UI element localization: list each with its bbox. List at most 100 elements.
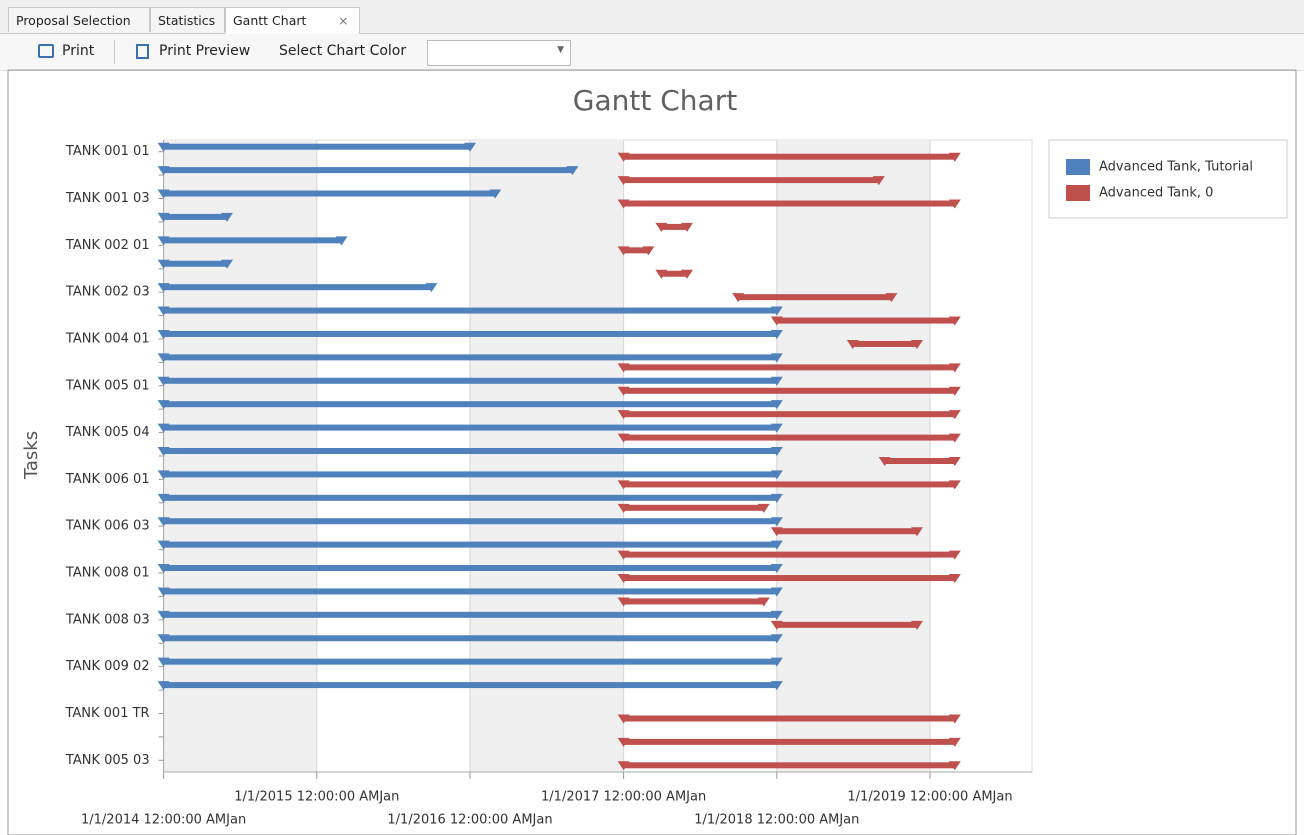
gantt-bar [623, 715, 955, 722]
gantt-bar [163, 471, 777, 478]
gantt-bar [163, 260, 227, 267]
bar-end-marker [157, 212, 170, 222]
bar-end-marker [617, 433, 630, 443]
bar-end-marker [157, 189, 170, 199]
color-combobox[interactable]: ▼ [427, 40, 571, 66]
bar-end-marker [770, 517, 783, 527]
gantt-bar [623, 481, 955, 488]
bar-end-marker [157, 540, 170, 550]
bar-end-marker [948, 457, 961, 466]
bar-end-marker [157, 470, 170, 480]
bar-end-marker [157, 681, 170, 691]
y-tick-label: TANK 004 01 [65, 331, 150, 346]
bar-end-marker [157, 423, 170, 433]
gantt-bar [623, 762, 955, 769]
gantt-bar [623, 504, 764, 511]
bar-end-marker [770, 400, 783, 410]
bar-end-marker [948, 363, 961, 373]
bar-end-marker [770, 423, 783, 433]
gantt-bar [776, 528, 917, 535]
bar-end-marker [617, 597, 630, 607]
bar-end-marker [846, 339, 859, 349]
tab[interactable]: Proposal Selection [8, 7, 150, 32]
bar-end-marker [655, 222, 668, 232]
gantt-bar [661, 223, 687, 230]
dropdown-arrow[interactable]: ▼ [557, 45, 564, 55]
gantt-bar [163, 635, 777, 642]
bar-end-marker [770, 564, 783, 574]
x-tick-label: 1/1/2018 12:00:00 AMJan [694, 813, 859, 828]
bar-end-marker [948, 316, 961, 326]
gantt-bar [163, 167, 573, 174]
y-tick-label: TANK 002 01 [65, 238, 150, 253]
gantt-bar [163, 588, 777, 595]
bar-end-marker [157, 166, 170, 176]
x-tick-label: 1/1/2016 12:00:00 AMJan [387, 813, 552, 828]
y-tick-label: TANK 009 02 [65, 659, 150, 674]
y-tick-label: TANK 008 01 [65, 566, 150, 581]
tab-active[interactable]: Gantt Chart × [225, 7, 360, 34]
bar-end-marker [948, 550, 961, 560]
bar-end-marker [948, 714, 961, 724]
bar-end-marker [617, 550, 630, 560]
bar-end-marker [157, 587, 170, 597]
gantt-bar [163, 213, 227, 220]
color-label: Select Chart Color [279, 43, 407, 59]
gantt-bar [163, 494, 777, 501]
bar-end-marker [220, 259, 233, 269]
gantt-bar [163, 330, 777, 337]
gantt-bar [163, 448, 777, 454]
print-preview-button[interactable]: Print Preview [159, 43, 251, 59]
gantt-bar [163, 682, 777, 689]
gantt-bar [163, 424, 777, 431]
bar-end-marker [948, 480, 961, 490]
gantt-bar [163, 611, 777, 618]
gantt-bar [852, 340, 917, 347]
close-icon[interactable]: × [338, 13, 349, 28]
bar-end-marker [617, 761, 630, 771]
bar-end-marker [566, 166, 579, 176]
bar-end-marker [157, 517, 170, 527]
bar-end-marker [642, 246, 655, 256]
interlace-band [469, 140, 624, 772]
bar-end-marker [157, 634, 170, 644]
print-button[interactable]: Print [62, 43, 95, 59]
y-tick-label: TANK 006 03 [65, 519, 150, 534]
print-icon [38, 44, 54, 58]
toolbar: Print Print Preview Select Chart Color [0, 34, 1304, 71]
tab-bar: Proposal Selection Statistics Gantt Char… [0, 0, 1304, 34]
x-tick-label: 1/1/2019 12:00:00 AMJan [847, 790, 1012, 805]
bar-end-marker [770, 376, 783, 386]
y-axis-label: Tasks [21, 431, 42, 480]
bar-end-marker [770, 316, 783, 326]
gantt-bar [163, 284, 432, 291]
bar-end-marker [335, 236, 348, 246]
gantt-bar [738, 294, 892, 301]
gantt-bar [623, 200, 955, 207]
bar-end-marker [948, 199, 961, 209]
gantt-bar [163, 354, 777, 361]
bar-end-marker [463, 142, 476, 152]
x-tick-label: 1/1/2014 12:00:00 AMJan [81, 813, 246, 828]
bar-end-marker [948, 386, 961, 396]
gantt-bar [623, 575, 955, 582]
bar-end-marker [425, 283, 438, 293]
gantt-bar [163, 565, 777, 572]
bar-end-marker [157, 657, 170, 667]
bar-end-marker [680, 269, 693, 279]
bar-end-marker [757, 597, 770, 607]
tab[interactable]: Statistics [150, 7, 225, 32]
bar-end-marker [220, 212, 233, 222]
x-tick-label: 1/1/2015 12:00:00 AMJan [234, 790, 399, 805]
bar-end-marker [948, 761, 961, 771]
y-tick-label: TANK 001 TR [64, 706, 149, 721]
bar-end-marker [617, 503, 630, 513]
legend-label: Advanced Tank, Tutorial [1099, 160, 1253, 175]
bar-end-marker [770, 470, 783, 480]
gantt-bar [623, 247, 649, 254]
bar-end-marker [617, 246, 630, 256]
bar-end-marker [770, 681, 783, 691]
bar-end-marker [770, 493, 783, 503]
bar-end-marker [885, 293, 898, 303]
bar-end-marker [948, 574, 961, 584]
